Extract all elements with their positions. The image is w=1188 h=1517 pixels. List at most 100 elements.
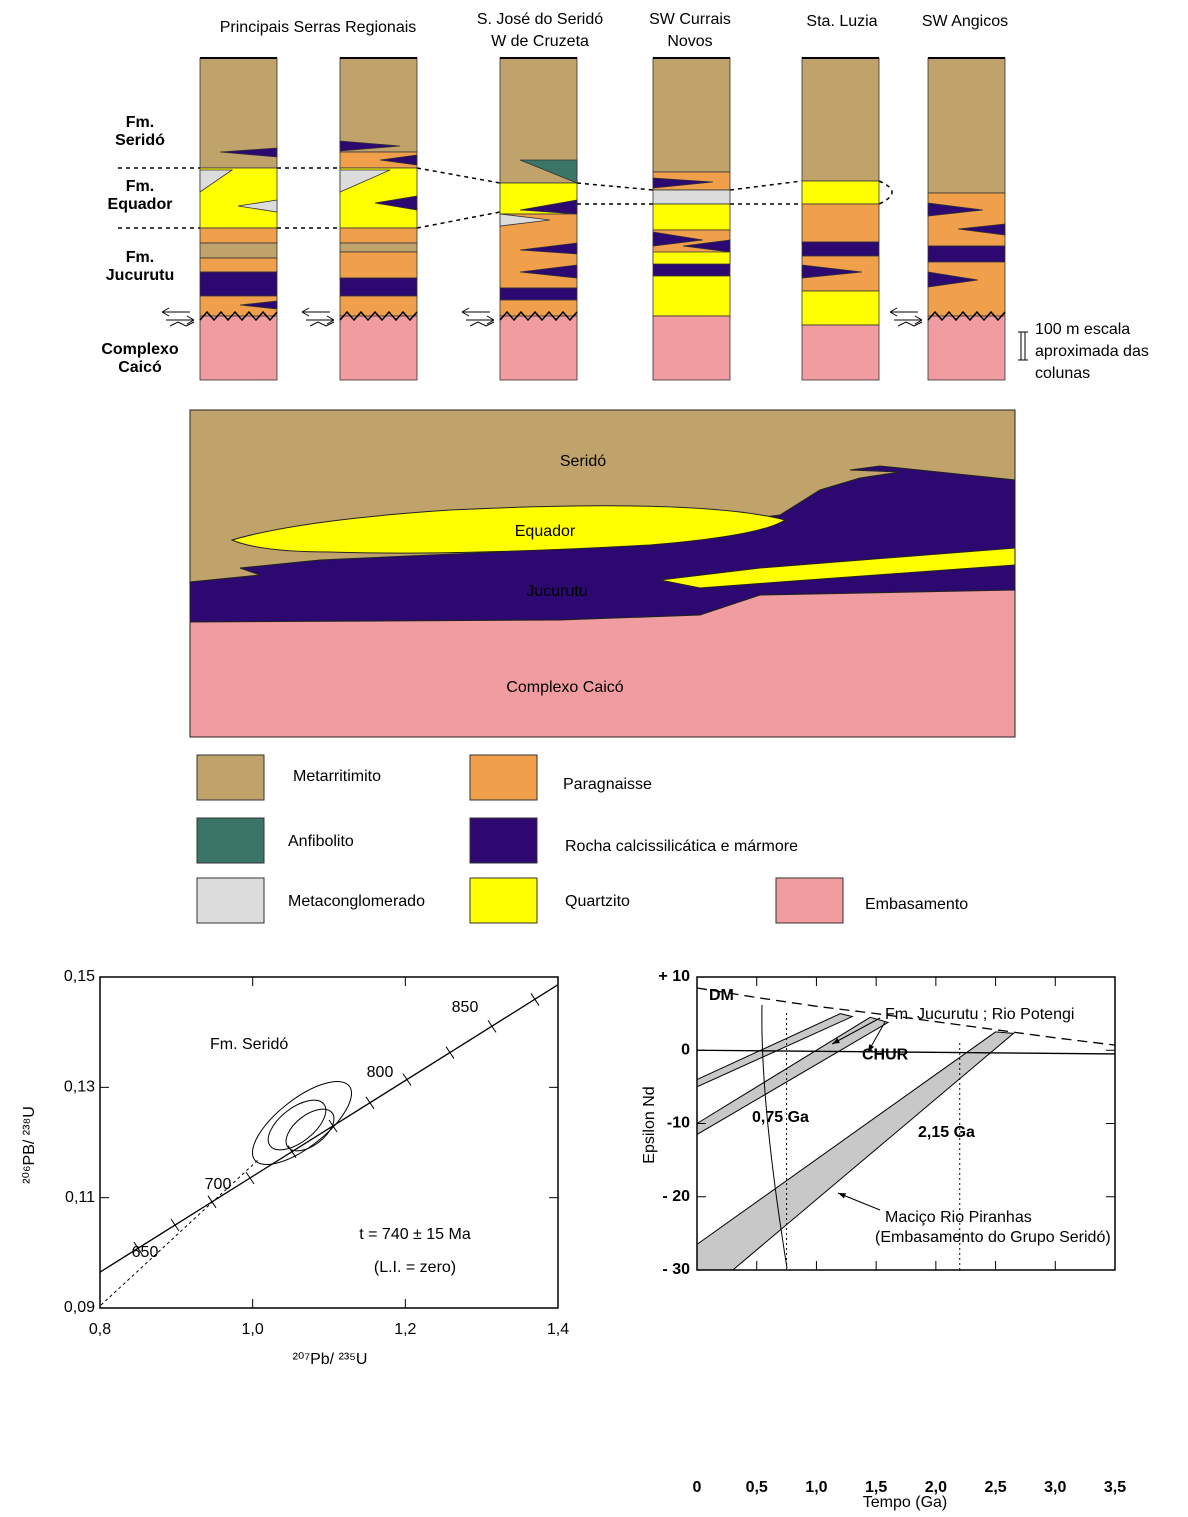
column-layer — [500, 288, 577, 300]
column-layer — [802, 181, 879, 204]
stratigraphic-columns — [162, 58, 1005, 380]
y-axis-label: Epsilon Nd — [641, 1086, 658, 1163]
scale-note: aproximada das — [1035, 343, 1149, 360]
column-layer — [653, 190, 730, 204]
formation-label: Caicó — [118, 359, 162, 376]
scale-bar — [1018, 332, 1028, 360]
formation-label: Jucurutu — [106, 267, 174, 284]
age-tick — [246, 1172, 254, 1184]
shear-arrows — [890, 308, 922, 326]
shear-arrows — [462, 308, 494, 326]
page: {"columns": { "headers": [["Principais S… — [0, 0, 1188, 1517]
formation-label: Complexo — [101, 341, 179, 358]
x-tick-label: 1,0 — [242, 1321, 264, 1338]
age-tick — [171, 1219, 179, 1231]
formation-label: Equador — [108, 196, 173, 213]
y-tick-label: 0,15 — [64, 968, 95, 985]
column-layer — [653, 58, 730, 172]
x-tick-label: 3,0 — [1044, 1479, 1066, 1496]
correlation-line — [577, 183, 653, 190]
discordia — [101, 1160, 258, 1305]
column-layer — [340, 316, 417, 380]
legend-label: Rocha calcissilicática e mármore — [565, 838, 798, 855]
y-tick-label: 0,11 — [65, 1189, 95, 1206]
legend-label: Anfibolito — [288, 833, 354, 850]
section-label: Seridó — [560, 453, 606, 470]
column-header: Sta. Luzia — [806, 13, 877, 30]
section-label: Equador — [515, 523, 576, 540]
column-header: Novos — [667, 33, 712, 50]
legend-swatch — [470, 878, 537, 923]
column-layer — [340, 58, 417, 152]
legend-label: Metarritimito — [293, 768, 381, 785]
x-axis-label: ²⁰⁷Pb/ ²³⁵U — [293, 1351, 368, 1368]
column-layer — [802, 325, 879, 380]
formation-label: Seridó — [115, 132, 165, 149]
shear-arrows — [162, 308, 194, 326]
scale-note: 100 m escala — [1035, 321, 1130, 338]
column-layer — [340, 243, 417, 252]
section-label: Complexo Caicó — [506, 679, 623, 696]
x-tick-label: 3,5 — [1104, 1479, 1126, 1496]
y-tick-label: - 20 — [662, 1188, 690, 1205]
y-tick-label: - 30 — [662, 1261, 690, 1278]
column-layer — [340, 228, 417, 243]
column-wedge — [653, 252, 730, 264]
annotation: 650 — [132, 1244, 159, 1261]
column-header: SW Angicos — [922, 13, 1008, 30]
age-tick — [366, 1097, 374, 1109]
formation-label: Fm. — [126, 178, 154, 195]
correlation-line — [417, 168, 500, 183]
chart: 0,81,01,21,40,090,110,130,15²⁰⁷Pb/ ²³⁵U²… — [21, 968, 569, 1368]
age-tick — [208, 1196, 216, 1208]
column-layer — [200, 272, 277, 296]
column-layer — [653, 276, 730, 316]
figure: Principais Serras RegionaisS. José do Se… — [0, 0, 1188, 1517]
column-layer — [928, 193, 1005, 246]
annotation: (Embasamento do Grupo Seridó) — [875, 1229, 1111, 1246]
column-layer — [653, 316, 730, 380]
y-tick-label: 0,13 — [64, 1079, 95, 1096]
legend-label: Metaconglomerado — [288, 893, 425, 910]
annotation: Maciço Rio Piranhas — [885, 1209, 1032, 1226]
annotation: Fm. Jucurutu ; Rio Potengi — [885, 1006, 1074, 1023]
legend-label: Embasamento — [865, 896, 968, 913]
column-layer — [200, 316, 277, 380]
age-tick — [488, 1020, 496, 1032]
column-layer — [200, 258, 277, 272]
column-layer — [802, 58, 879, 181]
legend-swatch — [470, 755, 537, 800]
y-tick-label: 0 — [681, 1041, 690, 1058]
y-tick-label: + 10 — [658, 968, 690, 985]
column-layer — [928, 316, 1005, 380]
x-tick-label: 2,5 — [984, 1479, 1006, 1496]
section-label: Jucurutu — [526, 583, 587, 600]
shear-arrows — [302, 308, 334, 326]
column-layer — [653, 264, 730, 276]
column-layer — [340, 252, 417, 278]
plot-frame — [100, 977, 558, 1308]
correlation-line — [730, 181, 802, 190]
column-header: W de Cruzeta — [491, 33, 589, 50]
legend-swatch — [197, 755, 264, 800]
x-tick-label: 1,0 — [805, 1479, 827, 1496]
legend-swatch — [470, 818, 537, 863]
column-layer — [200, 243, 277, 258]
annotation: t = 740 ± 15 Ma — [359, 1226, 471, 1243]
column-layer — [802, 242, 879, 256]
column-layer — [928, 262, 1005, 316]
correlation-line — [879, 181, 892, 204]
column-header: S. José do Seridó — [477, 11, 603, 28]
column-layer — [340, 296, 417, 316]
legend-swatch — [197, 878, 264, 923]
error-ellipse — [279, 1101, 342, 1159]
column-layer — [653, 204, 730, 230]
x-tick-label: 0,5 — [746, 1479, 768, 1496]
x-tick-label: 1,2 — [394, 1321, 416, 1338]
pointer-head — [838, 1193, 846, 1198]
annotation: Fm. Seridó — [210, 1036, 288, 1053]
annotation: (L.I. = zero) — [374, 1259, 456, 1276]
x-tick-label: 0 — [693, 1479, 702, 1496]
annotation: 700 — [205, 1176, 232, 1193]
series-line — [100, 985, 558, 1272]
